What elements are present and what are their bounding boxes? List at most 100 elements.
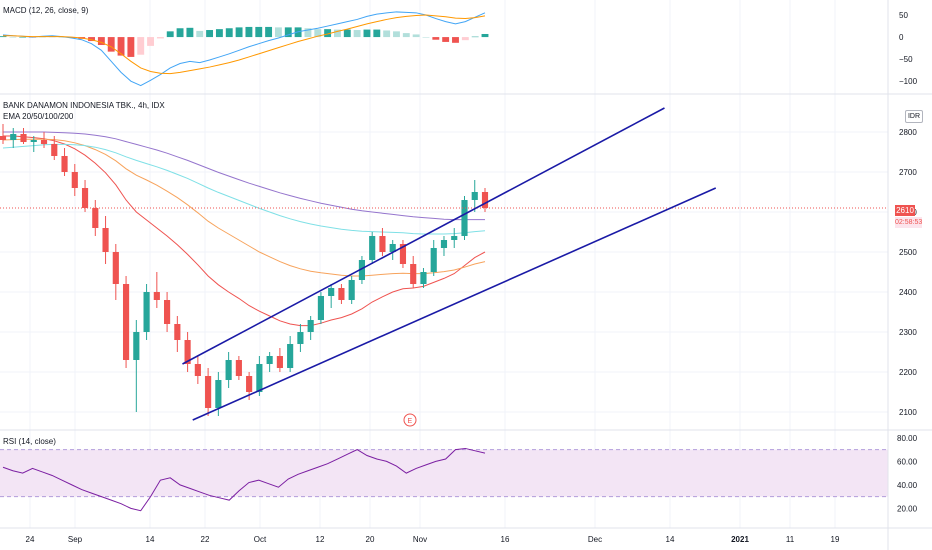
candle-body: [133, 332, 140, 360]
macd-panel: [0, 11, 489, 87]
time-tick-label: 24: [26, 535, 35, 544]
candle-body: [348, 280, 355, 300]
time-tick-label: 2021: [731, 535, 749, 544]
ema-legend: EMA 20/50/100/200: [3, 112, 74, 121]
currency-badge[interactable]: IDR: [905, 110, 923, 123]
price-title: BANK DANAMON INDONESIA TBK., 4h, IDX: [3, 101, 165, 110]
price-tick-label: 2300: [899, 328, 917, 337]
candle-body: [410, 264, 417, 284]
macd-histogram-bar: [432, 37, 440, 40]
candle-body: [20, 134, 27, 142]
macd-histogram-bar: [235, 27, 243, 38]
macd-histogram-bar: [196, 30, 204, 38]
macd-histogram-bar: [353, 30, 361, 38]
time-tick-label: 14: [146, 535, 155, 544]
candle-body: [471, 192, 478, 200]
candle-body: [440, 240, 448, 248]
candle-body: [205, 376, 212, 408]
time-tick-label: 22: [201, 535, 210, 544]
signal-line: [3, 14, 486, 75]
macd-histogram-bar: [452, 37, 459, 43]
time-tick-label: Dec: [588, 535, 602, 544]
macd-histogram-bar: [225, 28, 233, 38]
time-tick-label: 12: [316, 535, 325, 544]
macd-histogram-bar: [481, 33, 489, 38]
candle-body: [420, 272, 427, 284]
candle-body: [194, 364, 201, 376]
macd-histogram-bar: [324, 29, 332, 38]
candle-body: [51, 144, 58, 156]
candle-body: [328, 288, 335, 296]
macd-histogram-bar: [422, 37, 430, 38]
macd-histogram-bar: [97, 37, 105, 46]
candle-body: [122, 284, 130, 360]
candle-body: [71, 172, 78, 188]
candle-body: [297, 332, 304, 344]
candle-body: [451, 236, 458, 240]
candle-body: [30, 140, 37, 142]
price-tick-label: 2100: [899, 408, 917, 417]
candle-body: [379, 236, 386, 252]
candle-body: [430, 248, 437, 272]
earnings-marker-circle: [403, 413, 417, 427]
macd-histogram-bar: [245, 26, 253, 38]
time-tick-label: Sep: [68, 535, 83, 544]
macd-histogram-bar: [88, 37, 95, 42]
channel-trendline: [192, 187, 717, 421]
candle-body: [235, 360, 242, 376]
candle-body: [461, 200, 468, 236]
macd-histogram-bar: [117, 37, 125, 56]
macd-histogram-bar: [186, 27, 194, 38]
candle-body: [246, 376, 253, 392]
grid-lines: [0, 0, 888, 528]
macd-histogram-bar: [304, 28, 312, 38]
candle-body: [102, 228, 109, 252]
macd-histogram-bar: [166, 31, 174, 38]
price-tick-label: 2800: [899, 128, 917, 137]
price-tick-label: 2700: [899, 168, 917, 177]
macd-histogram-bar: [284, 27, 292, 38]
rsi-tick-label: 20.00: [897, 504, 918, 513]
candle-body: [399, 244, 407, 264]
candle-body: [164, 300, 171, 324]
macd-tick-label: 50: [899, 11, 908, 20]
rsi-tick-label: 40.00: [897, 481, 918, 490]
macd-histogram-bar: [393, 31, 400, 38]
macd-histogram-bar: [412, 34, 420, 38]
time-tick-label: 19: [831, 535, 840, 544]
time-tick-label: 11: [786, 535, 795, 544]
candle-body: [338, 288, 345, 300]
macd-histogram-bar: [0, 36, 7, 38]
price-tick-label: 2500: [899, 248, 917, 257]
candle-body: [0, 136, 7, 140]
macd-histogram-bar: [147, 37, 154, 46]
time-tick-label: 16: [501, 535, 510, 544]
candle-body: [143, 292, 150, 332]
channel-trendline: [182, 107, 665, 365]
candle-body: [481, 192, 489, 208]
macd-histogram-bar: [274, 27, 282, 38]
candle-body: [40, 140, 48, 144]
candle-body: [61, 156, 68, 172]
macd-histogram-bar: [471, 36, 479, 38]
price-tick-label: 2400: [899, 288, 917, 297]
macd-histogram-bar: [343, 29, 351, 38]
last-price-tag: 2610: [895, 205, 915, 216]
candle-body: [153, 292, 160, 300]
candle-body: [389, 244, 396, 252]
macd-histogram-bar: [363, 29, 371, 38]
candle-body: [256, 364, 263, 392]
candle-body: [10, 134, 17, 140]
macd-histogram-bar: [176, 28, 184, 38]
macd-histogram-bar: [206, 30, 214, 38]
macd-histogram-bar: [265, 26, 273, 38]
macd-histogram-bar: [215, 29, 223, 38]
macd-histogram-bar: [127, 37, 135, 57]
price-panel[interactable]: E: [0, 107, 888, 427]
macd-histogram-bar: [255, 26, 263, 38]
price-tick-label: 2200: [899, 368, 917, 377]
candle-body: [317, 296, 324, 320]
candle-body: [287, 344, 294, 368]
